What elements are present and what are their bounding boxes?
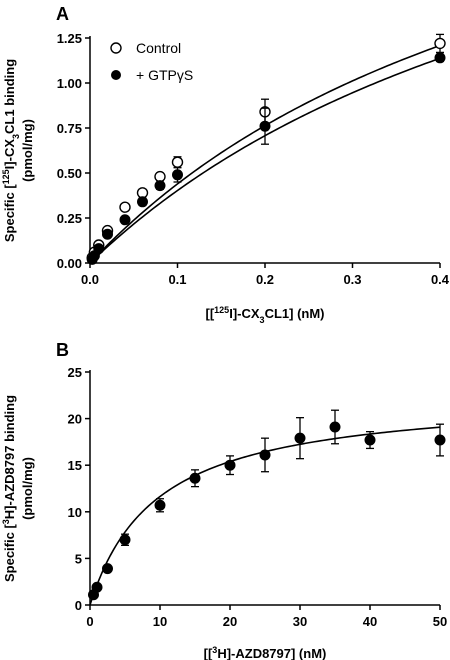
panel-a-x-tick-label: 0.0 (81, 272, 99, 287)
panel-a-fit-curve-1 (89, 57, 441, 264)
panel-b-chart: B 0 10 20 30 40 50 0 5 10 15 20 25 [[3H]-AZD8797] (n… (1, 340, 447, 660)
panel-a-y-tick-label: 1.25 (57, 31, 82, 46)
panel-a-data-point-1 (102, 228, 113, 240)
panel-a-data-point-1 (259, 120, 271, 132)
panel-b-y-tick-label: 0 (75, 598, 82, 613)
panel-b-y-tick-label: 5 (75, 551, 82, 566)
panel-b-x-tick-label: 10 (153, 614, 167, 629)
panel-a-data-point-1 (93, 243, 105, 255)
panel-a-data-point-0 (171, 156, 184, 168)
legend-label-gtpgs: + GTPγS (136, 67, 193, 83)
panel-b-data-point-0 (102, 563, 113, 575)
panel-b-data-point-0 (364, 434, 376, 446)
panel-b-x-tick-label: 0 (86, 614, 93, 629)
panel-b-y-tick-label: 20 (68, 412, 82, 427)
filled-circle-icon (111, 70, 121, 80)
panel-b-data-point-0 (91, 581, 103, 593)
panel-a-data-point-1 (154, 180, 166, 192)
panel-b-y-tick-label: 25 (68, 365, 82, 380)
panel-a-letter: A (56, 4, 69, 24)
panel-b-data-point-0 (189, 472, 201, 484)
panel-b-letter: B (56, 340, 69, 360)
panel-b-x-tick-label: 50 (433, 614, 447, 629)
panel-a-y-tick-label: 1.00 (57, 76, 82, 91)
panel-a-data-point-1 (172, 169, 183, 181)
panel-a-y-tick-label: 0.50 (57, 166, 82, 181)
panel-b-y-tick-label: 15 (68, 458, 82, 473)
panel-a-chart: A 0.0 0.1 0.2 0.3 0.4 0.00 0.25 0.50 0.75 1.00 1.2… (1, 4, 450, 325)
panel-a-data-point-0 (434, 37, 446, 50)
panel-a-legend: Control + GTPγS (110, 40, 193, 83)
panel-b-data-point-0 (294, 432, 306, 444)
legend-label-control: Control (136, 40, 181, 56)
panel-b-x-axis-title: [[3H]-AZD8797] (nM) (204, 645, 327, 660)
panel-a-x-tick-label: 0.2 (256, 272, 274, 287)
open-circle-icon (110, 42, 122, 54)
panel-b-x-tick-label: 40 (363, 614, 377, 629)
panel-b-y-axis-unit: (pmol/mg) (20, 457, 35, 520)
panel-b-x-tick-label: 30 (293, 614, 307, 629)
panel-a-data-point-0 (119, 201, 131, 213)
panel-a-x-tick-label: 0.4 (431, 272, 450, 287)
panel-b-data-point-0 (329, 421, 341, 433)
panel-a-y-tick-label: 0.00 (57, 256, 82, 271)
panel-a-y-axis-unit: (pmol/mg) (20, 119, 35, 182)
panel-b-data-point-0 (224, 459, 236, 471)
panel-a-x-axis-title: [[125I]-CX3CL1] (nM) (206, 305, 325, 325)
panel-b-y-tick-label: 10 (68, 505, 82, 520)
panel-a-data-point-1 (137, 196, 148, 208)
panel-b-data-point-0 (154, 499, 166, 511)
panel-b-data-point-0 (259, 449, 271, 461)
panel-a-data-point-1 (119, 214, 131, 226)
panel-a-data-point-1 (434, 52, 446, 64)
panel-b-data-point-0 (119, 534, 131, 546)
panel-a-y-axis-title: Specific [125I]-CX3CL1 binding (1, 59, 21, 242)
panel-b-x-tick-label: 20 (223, 614, 237, 629)
panel-a-y-tick-label: 0.75 (57, 121, 82, 136)
panel-a-x-tick-label: 0.3 (343, 272, 361, 287)
panel-b-y-axis-title: Specific [3H]-AZD8797 binding (1, 395, 17, 582)
panel-b-data-point-0 (434, 434, 446, 446)
panel-a-y-tick-label: 0.25 (57, 211, 82, 226)
panel-a-x-tick-label: 0.1 (168, 272, 186, 287)
